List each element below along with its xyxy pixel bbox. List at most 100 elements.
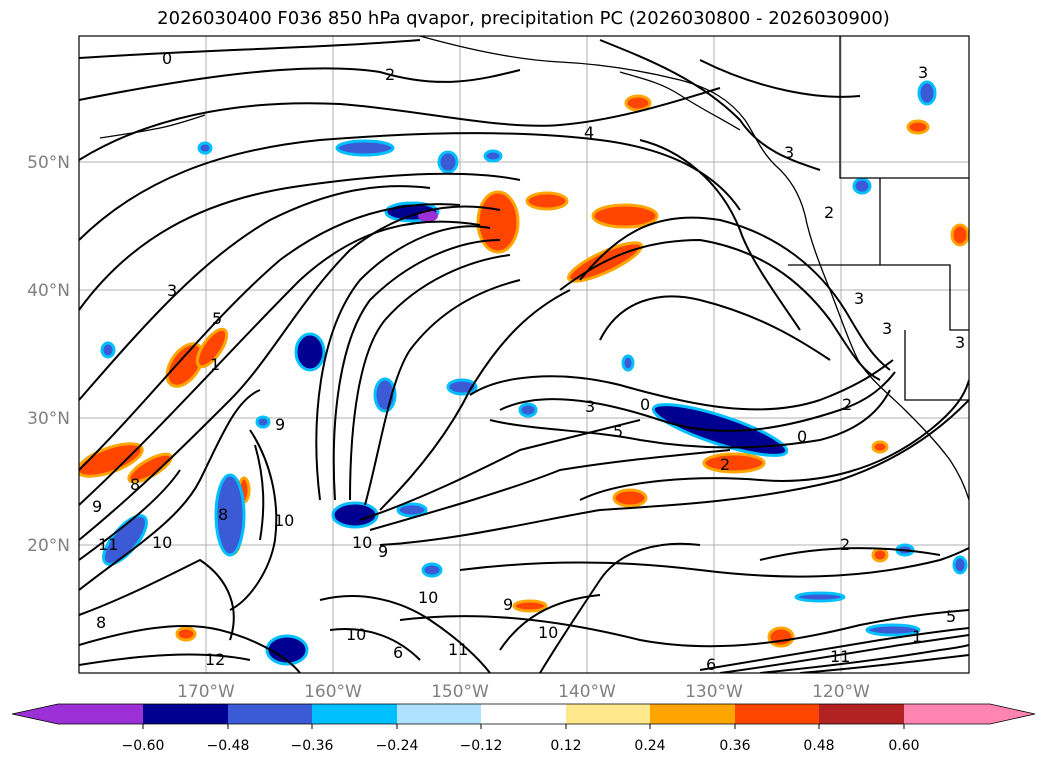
- contour-label: 1: [210, 355, 220, 374]
- contour-line: [315, 225, 491, 501]
- contour-label: 8: [218, 505, 228, 524]
- precip-area: [518, 402, 538, 418]
- contour-line: [79, 172, 521, 311]
- colorbar-tick-label: −0.48: [207, 738, 250, 754]
- precip-area: [265, 634, 309, 666]
- contour-line: [79, 469, 181, 561]
- colorbar-tick-label: −0.60: [122, 738, 165, 754]
- colorbar-segment: [819, 704, 904, 724]
- contour-line: [759, 547, 941, 561]
- precip-area: [621, 354, 635, 372]
- coastline-north-america: [419, 36, 969, 501]
- contour-line: [459, 547, 969, 578]
- contour-label: 0: [162, 49, 172, 68]
- contour-label: 10: [538, 623, 558, 642]
- contour-line: [79, 132, 741, 241]
- contour-label: 10: [274, 511, 294, 530]
- contour-label: 10: [352, 533, 372, 552]
- contour-label: 3: [918, 63, 928, 82]
- precip-area: [483, 149, 503, 163]
- contour-label: 4: [584, 123, 594, 142]
- contour-line: [79, 205, 501, 541]
- contour-label: 11: [448, 640, 468, 659]
- contour-label: 9: [503, 595, 513, 614]
- contour-label: 9: [92, 497, 102, 516]
- lon-label-160w: 160°W: [304, 682, 362, 702]
- contour-label: 3: [167, 281, 177, 300]
- lon-label-120w: 120°W: [812, 682, 870, 702]
- contour-line: [332, 239, 501, 501]
- contour-label: 3: [955, 333, 965, 352]
- precip-area: [165, 342, 205, 388]
- colorbar-tick-label: 0.12: [550, 738, 581, 754]
- contour-line: [79, 625, 301, 673]
- contour-label: 11: [98, 535, 118, 554]
- contour-line: [79, 389, 261, 591]
- gridlines: [79, 36, 969, 673]
- map-frame: [78, 35, 970, 674]
- colorbar-extend-low: [12, 704, 143, 724]
- contour-line: [369, 449, 731, 531]
- contour-line: [499, 371, 896, 432]
- border-mexico-us: [904, 330, 969, 401]
- contour-line: [489, 389, 891, 449]
- contour-line: [79, 653, 251, 666]
- precip-area: [917, 80, 937, 106]
- colorbar-tick-label: −0.24: [376, 738, 419, 754]
- contour-label: 9: [378, 542, 388, 561]
- colorbar-tick-label: 0.48: [803, 738, 834, 754]
- contour-label: 2: [824, 203, 834, 222]
- contour-label: 2: [385, 65, 395, 84]
- contour-label: 5: [613, 422, 623, 441]
- contour-line: [364, 279, 521, 506]
- contour-labels: 0 2 3 4 3 2 3 3 3 5 1 9 9 8 8 10 11 10 1…: [92, 49, 965, 674]
- contour-label: 10: [418, 588, 438, 607]
- colorbar-segment: [566, 704, 650, 724]
- contour-line: [399, 609, 969, 648]
- contour-line: [579, 216, 891, 371]
- precip-area: [335, 139, 395, 157]
- coastline-aleutians: [99, 114, 206, 139]
- colorbar-segment: [481, 704, 566, 724]
- contour-label: 10: [346, 625, 366, 644]
- contour-label: 3: [854, 289, 864, 308]
- contour-line: [599, 295, 831, 361]
- border-state: [788, 264, 969, 331]
- precip-area: [865, 623, 921, 637]
- lat-label-50n: 50°N: [27, 153, 70, 173]
- precip-area: [512, 599, 548, 613]
- colorbar-tick-label: −0.36: [291, 738, 334, 754]
- precip-area: [197, 141, 213, 155]
- colorbar-outline: [11, 703, 1036, 725]
- contour-label: 2: [840, 535, 850, 554]
- lon-label-170w: 170°W: [177, 682, 235, 702]
- contour-line: [79, 185, 431, 401]
- contour-label: 8: [130, 475, 140, 494]
- coastline-alaska-panhandle: [619, 71, 741, 131]
- precip-area: [421, 562, 443, 578]
- contour-line: [539, 542, 701, 673]
- contour-line: [759, 644, 969, 673]
- colorbar-tick-label: 0.24: [634, 738, 665, 754]
- contour-line: [379, 399, 969, 546]
- contour-label: 6: [706, 655, 716, 674]
- contour-line: [79, 67, 521, 101]
- precip-area: [525, 191, 569, 211]
- lon-axis-labels: 170°W 160°W 150°W 140°W 130°W 120°W: [177, 682, 870, 702]
- precip-area: [476, 190, 520, 254]
- contour-label: 12: [205, 650, 225, 669]
- contour-label: 2: [720, 455, 730, 474]
- precip-area: [950, 223, 969, 247]
- contour-label: 1: [912, 627, 922, 646]
- border-canada-us: [839, 36, 969, 179]
- contour-line: [79, 87, 721, 161]
- colorbar-segment: [397, 704, 481, 724]
- colorbar-segment: [650, 704, 735, 724]
- precip-area: [591, 203, 659, 229]
- contour-line: [329, 628, 421, 661]
- colorbar-segment: [735, 704, 819, 724]
- colorbar-segment: [143, 704, 228, 724]
- contour-line: [79, 203, 461, 471]
- precip-area: [195, 327, 229, 369]
